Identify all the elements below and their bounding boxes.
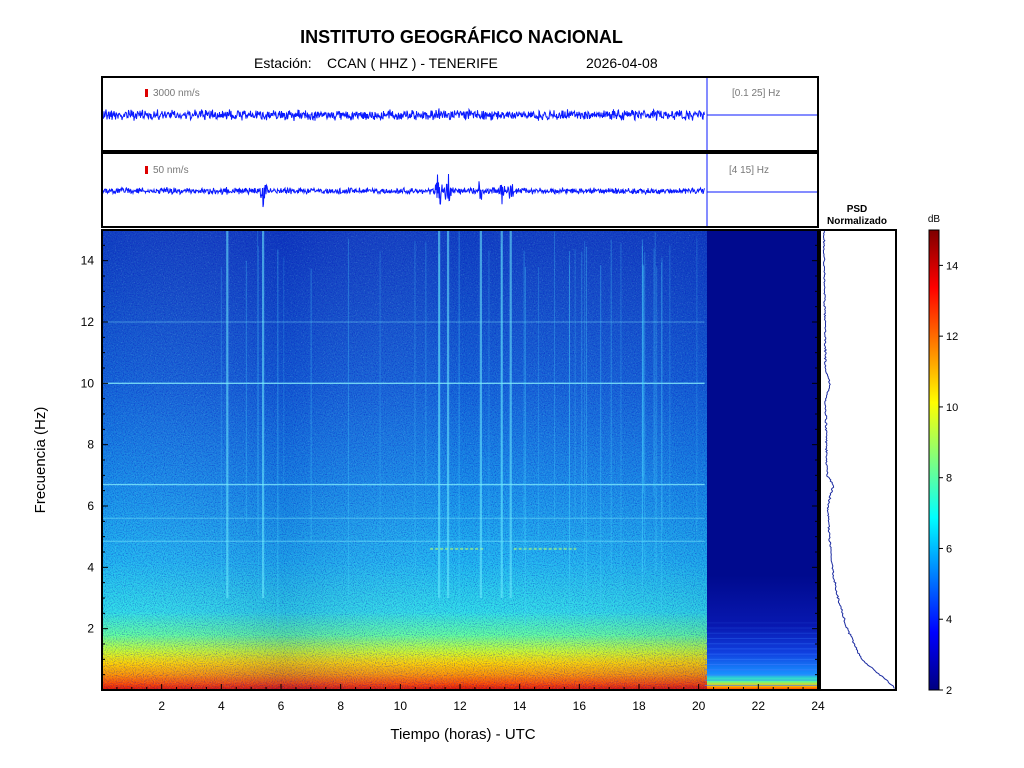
psd-title-line1: PSD xyxy=(847,204,868,215)
spectrogram-nodata-area xyxy=(707,230,818,690)
nodata-bands xyxy=(704,622,818,686)
trace2-frame xyxy=(101,152,819,228)
colorbar-tick-label: 12 xyxy=(946,331,958,343)
colorbar: dB 2 4 6 8 10 12 14 xyxy=(928,214,958,697)
event-streaks xyxy=(220,230,698,629)
seismogram-trace-broadband xyxy=(102,107,705,122)
y-tick-label: 12 xyxy=(81,315,95,329)
x-axis-ticks: 2 4 6 8 10 12 14 16 18 20 22 24 xyxy=(116,684,825,713)
psd-curve xyxy=(822,230,895,689)
spectrogram-noise-light xyxy=(102,230,707,690)
psd-frame xyxy=(819,229,897,691)
x-axis-label: Tiempo (horas) - UTC xyxy=(390,726,535,743)
x-tick-label: 20 xyxy=(692,699,706,713)
x-tick-label: 18 xyxy=(632,699,646,713)
x-tick-label: 14 xyxy=(513,699,527,713)
date-label: 2026-04-08 xyxy=(586,55,658,71)
station-label: Estación: xyxy=(254,55,312,71)
trace1-frame xyxy=(101,76,819,152)
y-tick-label: 6 xyxy=(87,499,94,513)
colorbar-unit: dB xyxy=(928,214,941,225)
trace2-scale-label: 50 nm/s xyxy=(153,165,189,176)
colorbar-tick-label: 10 xyxy=(946,402,958,414)
y-tick-label: 2 xyxy=(87,622,94,636)
x-tick-label: 24 xyxy=(811,699,825,713)
colorbar-ticks: 2 4 6 8 10 12 14 xyxy=(939,260,958,697)
station-value: CCAN ( HHZ ) - TENERIFE xyxy=(327,55,498,71)
colorbar-scale xyxy=(928,229,940,691)
x-tick-label: 10 xyxy=(394,699,408,713)
x-tick-label: 2 xyxy=(158,699,165,713)
colorbar-tick-label: 8 xyxy=(946,473,952,485)
colorbar-tick-label: 2 xyxy=(946,685,952,697)
trace1-band-label: [0.1 25] Hz xyxy=(732,88,780,99)
trace2-band-label: [4 15] Hz xyxy=(729,165,769,176)
colorbar-tick-label: 4 xyxy=(946,614,952,626)
seismogram-trace-filtered xyxy=(102,173,705,208)
scale-marker xyxy=(145,166,148,174)
psd-title-line2: Normalizado xyxy=(827,216,887,227)
y-tick-label: 14 xyxy=(81,254,95,268)
colorbar-tick-label: 6 xyxy=(946,543,952,555)
page-title: INSTITUTO GEOGRÁFICO NACIONAL xyxy=(300,27,623,47)
x-tick-label: 8 xyxy=(337,699,344,713)
x-tick-label: 4 xyxy=(218,699,225,713)
subtitle: Estación: CCAN ( HHZ ) - TENERIFE 2026-0… xyxy=(0,55,1024,75)
x-tick-label: 22 xyxy=(752,699,766,713)
trace-panel-broadband: 3000 nm/s [0.1 25] Hz xyxy=(101,76,819,152)
psd-panel: PSD Normalizado xyxy=(819,204,897,691)
y-axis-ticks: 2 4 6 8 10 12 14 xyxy=(81,244,818,676)
spectral-lines xyxy=(102,321,705,550)
colorbar-tick-label: 14 xyxy=(946,260,958,272)
trace-panel-filtered: 50 nm/s [4 15] Hz xyxy=(101,152,819,228)
y-axis-label: Frecuencia (Hz) xyxy=(32,407,49,514)
y-tick-label: 8 xyxy=(87,438,94,452)
y-tick-label: 4 xyxy=(87,560,94,574)
x-tick-label: 6 xyxy=(278,699,285,713)
x-tick-label: 16 xyxy=(573,699,587,713)
y-tick-label: 10 xyxy=(81,376,95,390)
scale-marker xyxy=(145,89,148,97)
x-tick-label: 12 xyxy=(453,699,467,713)
trace1-scale-label: 3000 nm/s xyxy=(153,88,200,99)
